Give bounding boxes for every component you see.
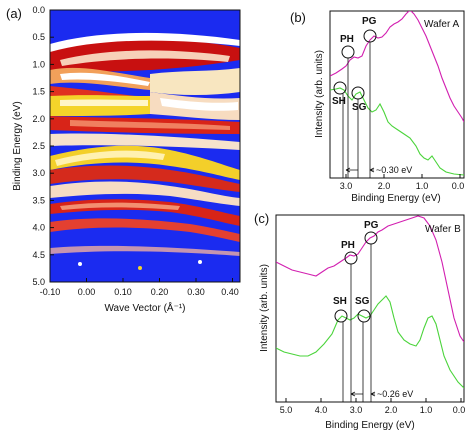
wafer-a-secondary-spectrum	[330, 87, 464, 176]
wafer-b-secondary-spectrum	[276, 295, 464, 389]
panel-c-frame	[275, 214, 465, 403]
x-tick-5: 0.40	[221, 287, 239, 297]
panel-c-y-label: Intensity (arb. units)	[259, 264, 270, 352]
y-tick-4: 2.0	[32, 114, 45, 124]
b-x-tick-0: 3.0	[340, 181, 353, 191]
sh-circle-c	[334, 309, 348, 323]
panel-a-y-label: Binding Energy (eV)	[12, 101, 23, 191]
c-x-tick-4: 1.0	[420, 405, 433, 415]
wafer-b-label: Wafer B	[425, 224, 461, 235]
x-tick-1: 0.00	[78, 287, 96, 297]
c-x-tick-2: 3.0	[350, 405, 363, 415]
wafer-a-primary-spectrum	[330, 11, 464, 123]
b-x-tick-3: 0.0	[452, 181, 465, 191]
y-tick-7: 3.5	[32, 195, 45, 205]
panel-c-x-ticks: 5.0 4.0 3.0 2.0 1.0 0.0	[280, 398, 466, 415]
y-tick-10: 5.0	[32, 277, 45, 287]
wafer-b-primary-spectrum	[276, 215, 464, 343]
y-tick-5: 2.5	[32, 141, 45, 151]
pg-label-b: PG	[362, 16, 377, 27]
y-tick-3: 1.5	[32, 87, 45, 97]
panel-b-label: (b)	[290, 10, 306, 25]
panel-a-x-ticks: -0.10 0.00 0.10 0.20 0.30 0.40	[40, 278, 239, 297]
pg-label-c: PG	[364, 220, 379, 231]
panel-c-label: (c)	[254, 211, 269, 226]
x-tick-4: 0.30	[187, 287, 205, 297]
ph-label-b: PH	[340, 34, 354, 45]
y-tick-8: 4.0	[32, 223, 45, 233]
c-x-tick-1: 4.0	[315, 405, 328, 415]
panel-b-x-ticks: 3.0 2.0 1.0 0.0	[340, 174, 465, 191]
c-x-tick-5: 0.0	[453, 405, 466, 415]
x-tick-3: 0.20	[151, 287, 169, 297]
y-tick-9: 4.5	[32, 250, 45, 260]
panel-c-x-label: Binding Energy (eV)	[325, 420, 415, 431]
c-x-tick-3: 2.0	[385, 405, 398, 415]
arpes-intensity-map	[50, 10, 240, 282]
sg-label-c: SG	[355, 296, 370, 307]
sg-circle-c	[357, 309, 371, 323]
x-tick-0: -0.10	[40, 287, 61, 297]
panel-a-x-label: Wave Vector (Å⁻¹)	[104, 301, 185, 314]
b-x-tick-2: 1.0	[416, 181, 429, 191]
panel-a-y-ticks: 0.0 0.5 1.0 1.5 2.0 2.5 3.0 3.5 4.0 4.5 …	[32, 5, 54, 287]
panel-c-spectra	[276, 215, 464, 389]
y-tick-2: 1.0	[32, 59, 45, 69]
y-tick-6: 3.0	[32, 168, 45, 178]
panel-b-y-label: Intensity (arb. units)	[314, 50, 325, 138]
ph-label-c: PH	[341, 240, 355, 251]
wafer-a-label: Wafer A	[424, 19, 460, 30]
sg-label-b: SG	[352, 102, 367, 113]
panel-b-spectra	[330, 11, 464, 176]
panel-b-x-label: Binding Energy (eV)	[351, 193, 441, 204]
c-x-tick-0: 5.0	[280, 405, 293, 415]
splitting-arrows-c	[350, 391, 376, 397]
y-tick-0: 0.0	[32, 5, 45, 15]
sh-circle-b	[333, 81, 347, 95]
x-tick-2: 0.10	[114, 287, 132, 297]
sh-label-c: SH	[333, 296, 347, 307]
b-x-tick-1: 2.0	[378, 181, 391, 191]
splitting-c: ~0.26 eV	[377, 389, 413, 399]
panel-a-label: (a)	[6, 6, 22, 21]
splitting-b: ~0.30 eV	[376, 165, 412, 175]
sh-label-b: SH	[332, 96, 346, 107]
y-tick-1: 0.5	[32, 32, 45, 42]
splitting-arrows-b	[345, 167, 375, 173]
